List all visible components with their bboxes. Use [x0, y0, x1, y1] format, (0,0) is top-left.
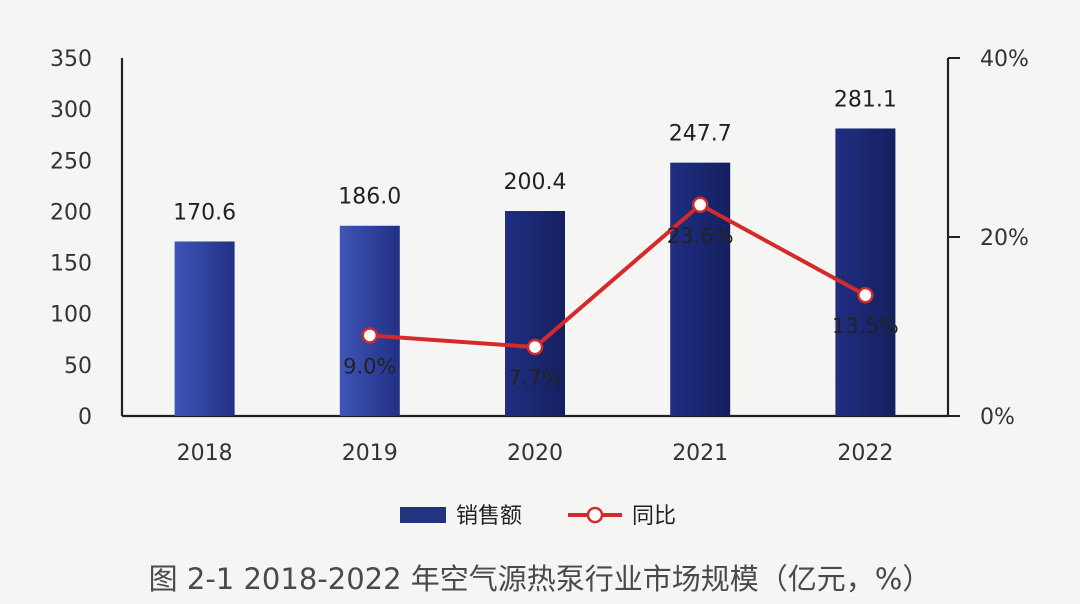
bar — [174, 241, 235, 416]
y-tick-label: 250 — [50, 149, 92, 174]
y-tick-label: 200 — [50, 200, 92, 225]
bar — [339, 225, 400, 416]
bar-value-label: 200.4 — [504, 170, 567, 195]
legend-line-marker — [586, 506, 604, 524]
bar-value-label: 170.6 — [173, 201, 236, 226]
x-tick-label: 2020 — [507, 441, 563, 466]
axes: 0 50 100 150 200 250 300 350 0% 20% 40% 2018 2019 202… — [50, 47, 1029, 466]
y-tick-label: 150 — [50, 252, 92, 277]
line-value-label: 13.5% — [832, 314, 899, 338]
bar — [505, 211, 565, 416]
legend-bar-label: 销售额 — [456, 504, 522, 529]
line-point — [526, 338, 544, 356]
data-labels: 170.6 186.0 200.4 247.7 281.1 9.0% 7.7% 23.6% 13… — [173, 87, 899, 390]
bar-series — [174, 128, 896, 416]
y-tick-label: 350 — [50, 47, 92, 72]
y-tick-label: 0 — [78, 405, 92, 430]
legend-bar-swatch — [400, 507, 446, 523]
legend: 销售额 同比 — [400, 504, 676, 529]
line-point — [361, 327, 379, 344]
y-tick-label: 50 — [64, 354, 92, 379]
line-series — [361, 196, 874, 356]
y-tick-label: 300 — [50, 98, 92, 123]
y2-tick-label: 40% — [980, 47, 1029, 72]
x-tick-label: 2022 — [837, 441, 893, 466]
figure-caption: 图 2-1 2018-2022 年空气源热泵行业市场规模（亿元，%） — [148, 562, 932, 596]
yoy-line — [369, 202, 867, 350]
bar-value-label: 247.7 — [669, 122, 732, 147]
bar-value-label: 186.0 — [338, 185, 401, 210]
y2-tick-label: 20% — [980, 226, 1029, 251]
bar — [835, 128, 896, 416]
x-tick-label: 2021 — [672, 441, 728, 466]
bar-value-label: 281.1 — [834, 87, 897, 112]
x-tick-label: 2019 — [342, 441, 398, 466]
line-value-label: 23.6% — [667, 224, 734, 248]
line-point — [857, 286, 874, 304]
line-value-label: 9.0% — [343, 354, 396, 378]
line-value-label: 7.7% — [508, 366, 561, 390]
line-point — [691, 196, 709, 214]
y-tick-label: 100 — [50, 303, 92, 328]
legend-line-label: 同比 — [632, 504, 676, 529]
y2-tick-label: 0% — [980, 405, 1015, 430]
x-tick-label: 2018 — [177, 441, 233, 466]
